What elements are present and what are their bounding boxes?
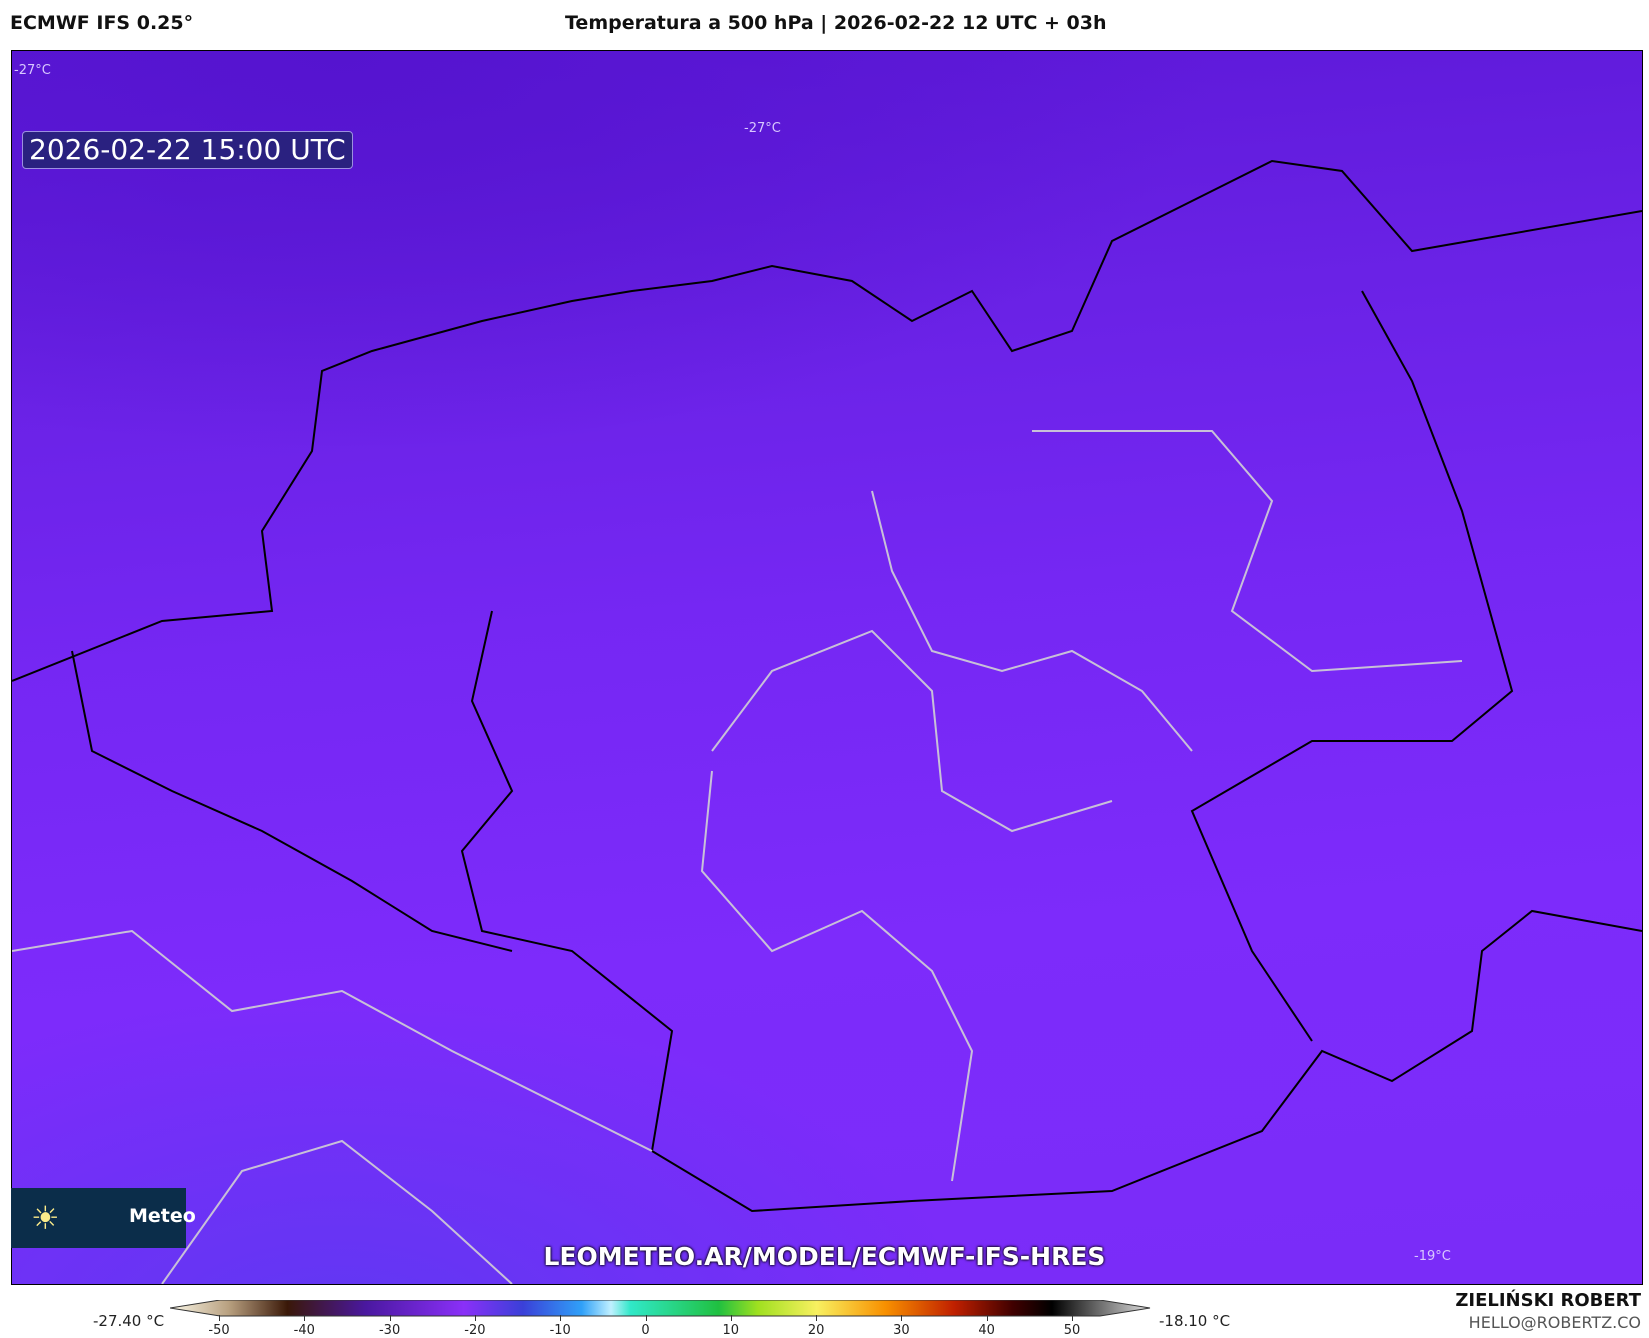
colorbar-tick-label: -50 [208,1323,230,1338]
colorbar-bar [170,1300,1151,1317]
colorbar-tick-label: 50 [1063,1323,1081,1338]
colorbar-tick-mark [986,1315,988,1321]
country-border [71,650,513,952]
temperature-map[interactable]: 2026-02-22 15:00 UTC -27°C -27°C -19°C [11,50,1643,1285]
colorbar-tick-mark [730,1315,732,1321]
region-border [711,629,1113,833]
contour-label: -19°C [1414,1249,1451,1264]
colorbar-tick-label: -30 [378,1323,401,1338]
colorbar-tick-mark [645,1315,647,1321]
country-border [460,610,1642,1213]
watermark: LEOMETEO.AR/MODEL/ECMWF-IFS-HRES [543,1242,1106,1271]
colorbar-tick-mark [304,1315,306,1321]
region-border [161,1139,513,1284]
sun-icon: ☀ [31,1199,60,1237]
valid-time-label: 2026-02-22 15:00 UTC [22,131,353,169]
colorbar-tick-mark [474,1315,476,1321]
colorbar-max: -18.10 °C [1159,1312,1231,1330]
country-border [1190,290,1514,1042]
colorbar-min: -27.40 °C [93,1312,165,1330]
colorbar-tick-label: -10 [549,1323,571,1338]
colorbar-tick-mark [560,1315,562,1321]
colorbar-tick-label: 0 [641,1323,650,1338]
colorbar-tick-label: -40 [293,1323,315,1338]
colorbar-tick-label: 10 [722,1323,740,1338]
colorbar-tick-label: -20 [464,1323,486,1338]
logo: ☀ Meteo [11,1188,196,1248]
colorbar-tick-mark [1072,1315,1073,1321]
coastline [12,159,1642,682]
region-border [871,490,1193,752]
author-email: HELLO@ROBERTZ.CO [1468,1313,1641,1332]
chart-title: Temperatura a 500 hPa | 2026-02-22 12 UT… [565,12,1107,34]
colorbar-tick-mark [219,1315,220,1321]
region-border [700,770,974,1182]
model-name: ECMWF IFS 0.25° [10,12,194,34]
borders-layer [12,159,1642,1284]
logo-text: Meteo [129,1205,196,1227]
contour-label: -27°C [744,121,781,136]
author-name: ZIELIŃSKI ROBERT [1455,1290,1641,1311]
contour-label: -27°C [14,63,51,78]
colorbar-tick-mark [816,1315,818,1321]
colorbar-tick-mark [389,1315,391,1321]
colorbar-tick-label: 30 [893,1323,910,1338]
colorbar-tick-label: 40 [978,1323,995,1338]
region-border [1032,430,1463,673]
colorbar-tick-mark [901,1315,903,1321]
colorbar-tick-label: 20 [807,1323,825,1338]
colorbar [170,1300,1151,1317]
region-border [12,929,653,1152]
